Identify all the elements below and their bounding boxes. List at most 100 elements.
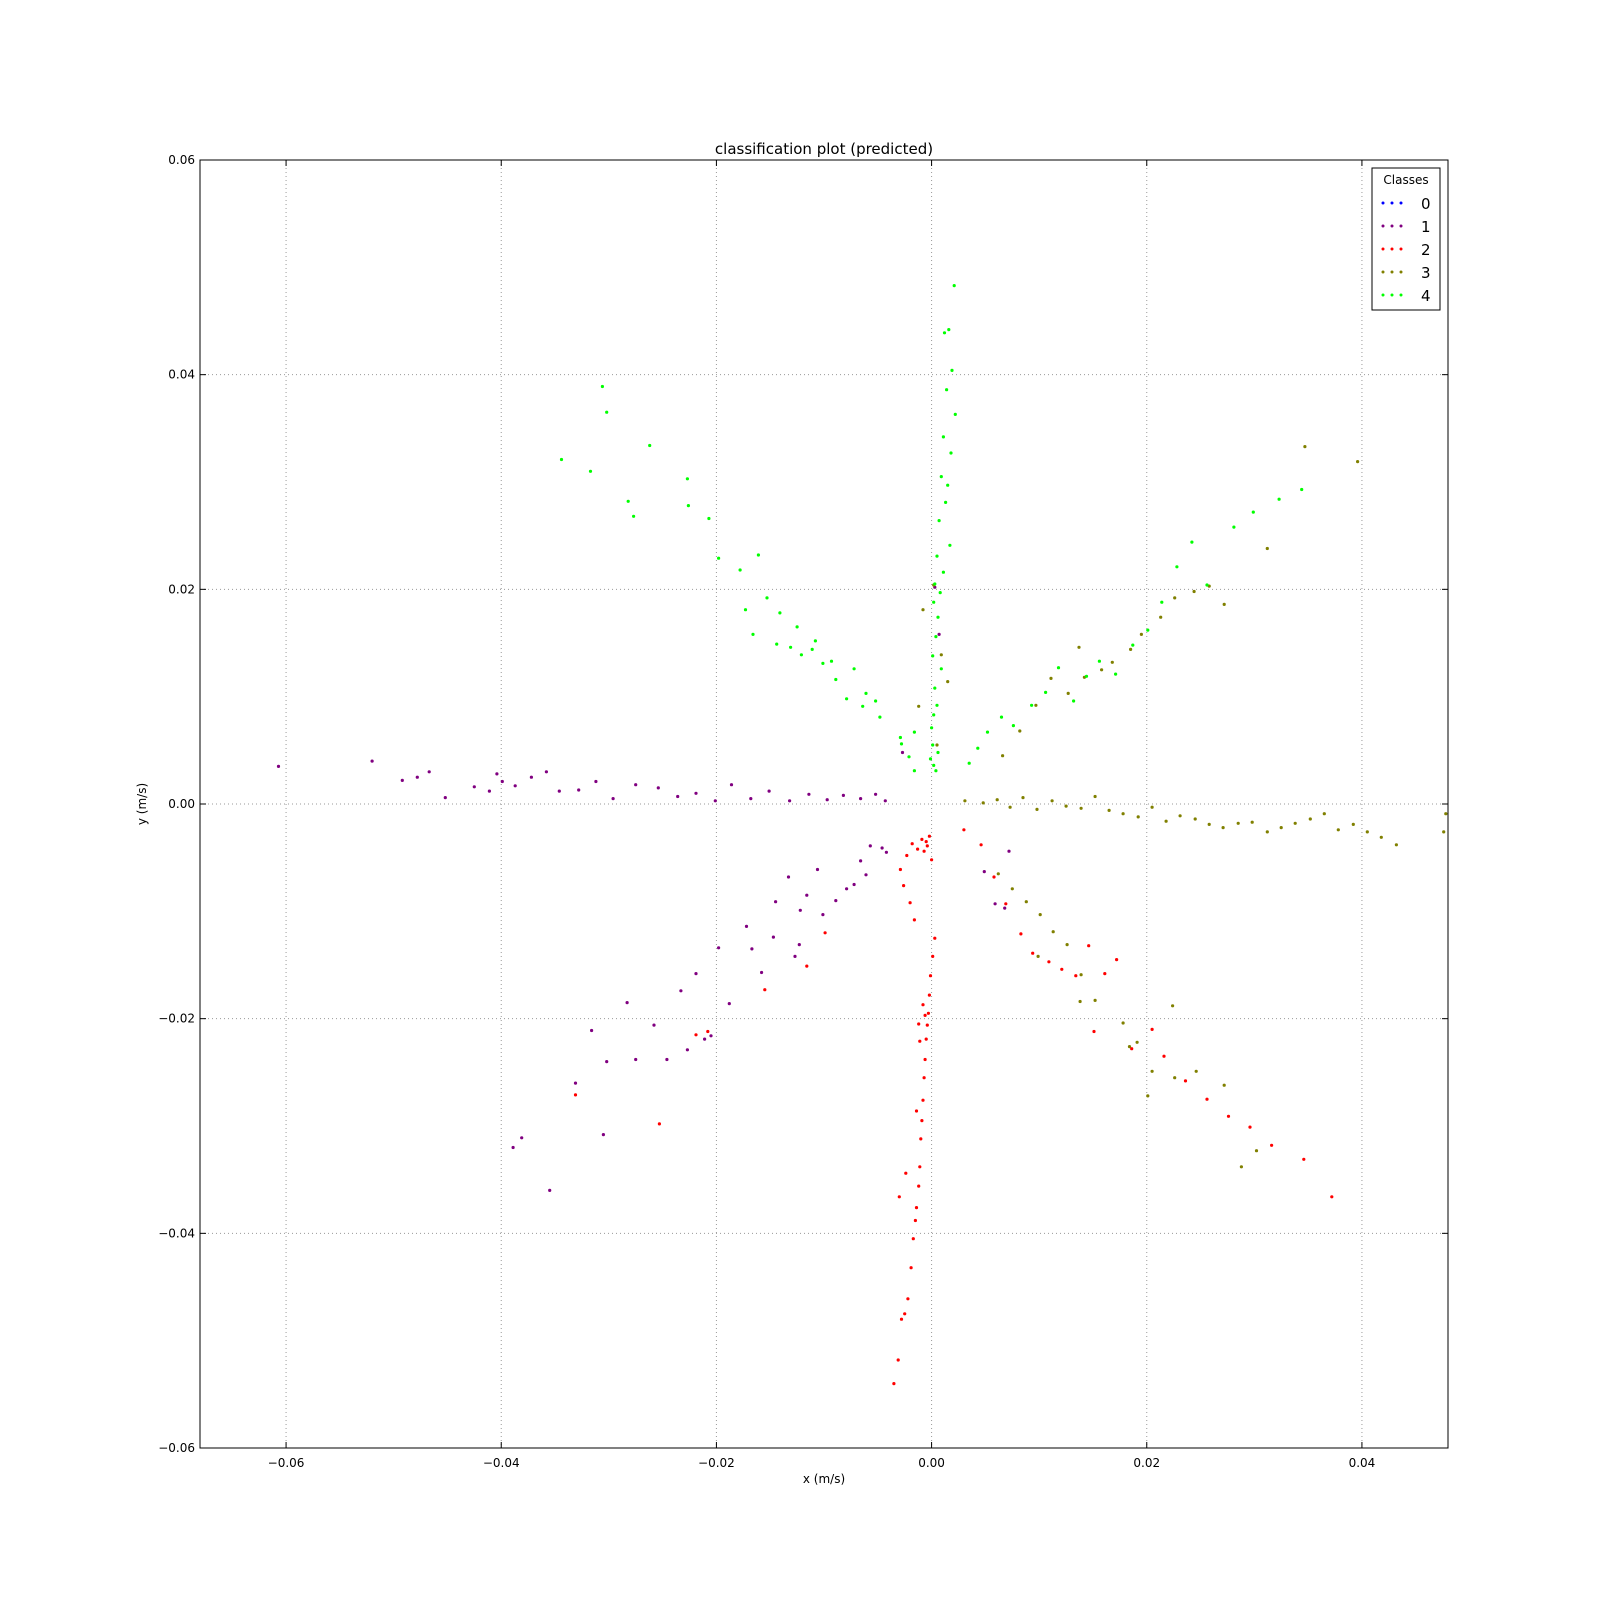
data-point-class-3 [1110,660,1114,664]
data-point-class-2 [899,1317,904,1321]
data-point-class-4 [717,556,721,560]
data-point-class-1 [900,750,905,755]
data-point-class-1 [656,786,660,790]
data-point-class-4 [810,647,814,652]
x-tick-label: −0.06 [268,1456,305,1470]
data-point-class-3 [1254,1149,1259,1153]
data-point-class-3 [1356,460,1360,464]
data-point-class-2 [979,843,983,847]
data-point-class-4 [861,704,865,708]
data-point-class-2 [908,901,912,905]
data-point-class-4 [935,554,939,558]
data-point-class-1 [652,1023,656,1027]
legend-marker [1399,201,1403,205]
data-point-class-3 [1265,546,1269,551]
data-point-class-2 [922,1076,926,1080]
data-point-class-3 [1173,596,1177,600]
data-point-class-4 [985,730,990,734]
data-point-class-3 [1127,1045,1132,1049]
data-point-class-3 [921,608,925,612]
x-tick-label: 0.02 [1133,1456,1160,1470]
data-point-class-3 [1150,805,1154,809]
data-point-class-3 [1146,1094,1150,1098]
data-point-class-2 [916,847,920,851]
y-tick-label: 0.00 [168,797,195,811]
data-point-class-4 [685,477,690,481]
data-point-class-2 [805,964,809,968]
data-point-class-4 [765,596,769,600]
data-point-class-3 [1010,887,1014,891]
data-point-class-4 [600,384,605,389]
legend-marker [1390,270,1394,274]
data-point-class-2 [1031,951,1035,955]
data-point-class-2 [919,1137,923,1141]
y-axis-label: y (m/s) [135,783,149,825]
y-tick-label: −0.02 [158,1012,195,1026]
data-point-class-2 [913,1218,918,1223]
data-point-class-2 [896,1358,900,1362]
data-point-class-1 [982,870,986,874]
y-tick-label: 0.02 [168,582,195,596]
data-point-class-3 [1077,645,1081,649]
data-point-class-3 [1365,830,1369,834]
data-point-class-1 [852,882,856,887]
data-point-class-4 [707,516,711,521]
data-point-class-3 [981,801,985,805]
data-point-class-4 [626,499,630,503]
data-point-class-4 [967,761,971,765]
data-point-class-2 [573,1093,578,1097]
data-point-class-4 [799,653,804,657]
data-point-class-2 [1162,1054,1166,1058]
data-point-class-1 [727,1002,731,1006]
data-point-class-1 [415,775,419,779]
data-point-class-1 [793,954,797,959]
data-point-class-4 [936,750,940,755]
data-point-class-1 [676,794,680,799]
data-point-class-3 [1194,1069,1198,1073]
data-point-class-1 [729,783,734,787]
data-point-class-1 [400,778,404,783]
data-point-class-4 [778,611,782,615]
data-point-class-1 [276,764,281,769]
data-point-class-4 [946,483,950,487]
data-point-class-4 [931,654,935,658]
data-point-class-4 [932,600,936,604]
data-point-class-3 [1093,794,1097,799]
data-point-class-2 [912,918,917,922]
x-tick-label: 0.00 [918,1456,945,1470]
data-point-class-3 [963,799,967,803]
legend: Classes 0 1 2 3 4 [1371,167,1441,311]
data-point-class-2 [898,867,903,872]
data-points [276,284,1448,1386]
data-point-class-4 [936,615,940,619]
grid-lines [200,160,1448,1448]
data-point-class-2 [657,1122,662,1126]
data-point-class-4 [941,435,946,439]
data-point-class-1 [859,797,863,801]
legend-label: 2 [1421,241,1431,259]
data-point-class-4 [931,743,935,747]
data-point-class-3 [1036,954,1040,959]
data-point-class-3 [1035,807,1039,812]
data-point-class-4 [1097,659,1101,663]
data-point-class-3 [1129,647,1133,652]
data-point-class-4 [938,591,942,595]
data-point-class-1 [884,850,889,854]
data-point-class-3 [1293,821,1297,825]
data-point-class-1 [767,789,771,793]
chart-title: classification plot (predicted) [715,140,933,158]
data-point-class-4 [928,757,933,761]
data-point-class-4 [648,443,652,448]
data-point-class-2 [1087,944,1091,948]
data-point-class-3 [1024,900,1028,904]
legend-marker [1390,247,1394,251]
data-point-class-1 [427,770,431,774]
data-point-class-1 [797,943,801,947]
data-point-class-4 [976,746,980,750]
data-point-class-4 [1131,643,1135,647]
y-tick-label: 0.06 [168,153,195,167]
data-point-class-4 [1030,703,1034,707]
legend-marker [1399,293,1403,297]
data-point-class-4 [1084,674,1089,678]
